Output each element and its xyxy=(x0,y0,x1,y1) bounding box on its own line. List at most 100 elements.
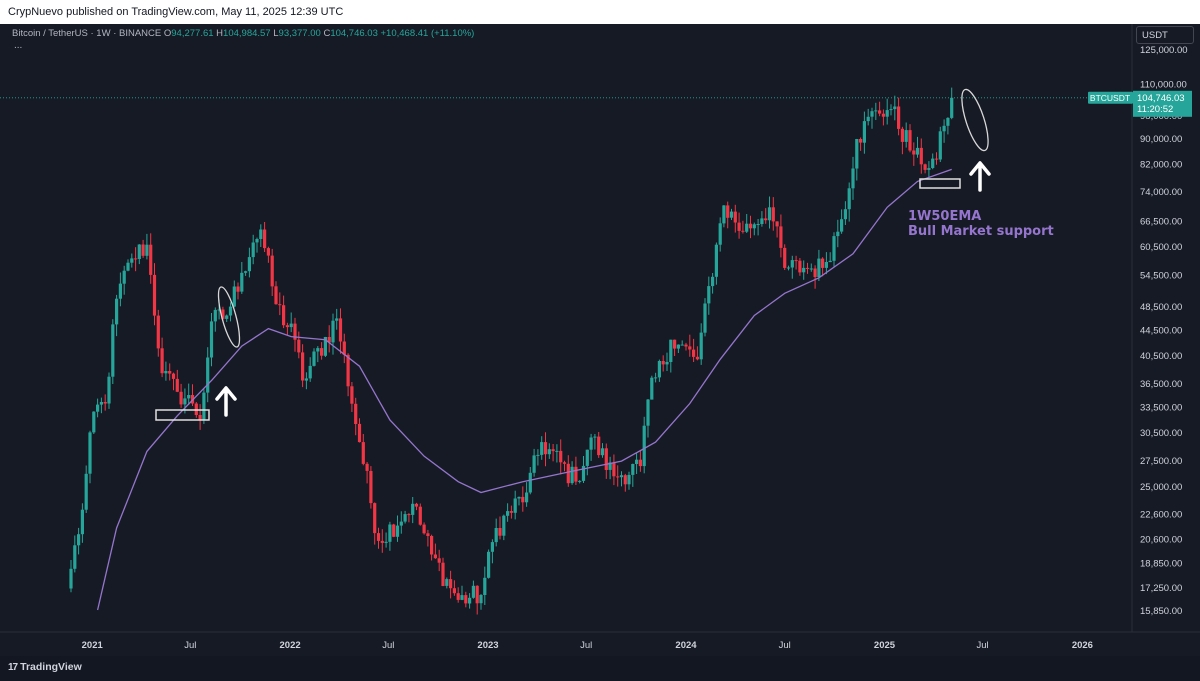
candle-body xyxy=(168,371,172,374)
candle-body xyxy=(908,130,912,151)
candle-body xyxy=(593,436,597,438)
candle-body xyxy=(312,351,316,366)
candle-body xyxy=(650,377,654,400)
candle-body xyxy=(84,473,88,510)
candle-body xyxy=(608,462,612,470)
candle-body xyxy=(134,258,138,260)
tradingview-logo[interactable]: 17 TradingView xyxy=(8,661,82,673)
chart-area[interactable]: 125,000.00110,000.0098,000.0090,000.0082… xyxy=(0,24,1200,656)
candle-body xyxy=(638,459,642,467)
time-tick-label: 2021 xyxy=(82,640,104,651)
legend-more-button[interactable]: ... xyxy=(14,40,23,51)
candle-body xyxy=(912,150,916,155)
candle-body xyxy=(73,545,77,569)
ema-1w50-line xyxy=(96,168,952,611)
candle-body xyxy=(437,558,441,563)
candle-body xyxy=(779,226,783,248)
support-box-2025 xyxy=(919,178,961,189)
symbol-title[interactable]: Bitcoin / TetherUS · 1W · BINANCE xyxy=(12,28,162,39)
price-tick-label: 15,850.00 xyxy=(1140,606,1182,617)
price-axis[interactable]: 125,000.00110,000.0098,000.0090,000.0082… xyxy=(1140,45,1188,617)
ema-label: 1W50EMA xyxy=(908,209,981,224)
candle-body xyxy=(657,361,661,378)
candle-body xyxy=(543,442,548,455)
time-axis[interactable]: 2021 Jul 2022 Jul 2023 Jul 2024 Jul 2025 Jul 2026 xyxy=(82,640,1093,651)
candle-body xyxy=(445,579,449,586)
candle-body xyxy=(460,595,464,600)
time-tick-label: Jul xyxy=(382,640,394,651)
candle-body xyxy=(559,450,563,463)
candle-body xyxy=(388,524,392,542)
time-tick-label: Jul xyxy=(580,640,592,651)
candle-body xyxy=(251,242,255,258)
candle-body xyxy=(202,392,206,420)
candle-body xyxy=(525,492,529,503)
candle-body xyxy=(570,466,574,484)
candle-body xyxy=(502,515,506,536)
candle-body xyxy=(612,462,616,477)
candle-body xyxy=(156,315,160,349)
candle-body xyxy=(821,258,825,268)
candle-body xyxy=(817,258,821,277)
candle-body xyxy=(866,116,870,122)
change-value: +10,468.41 (+11.10%) xyxy=(380,28,475,39)
close-value: 104,746.03 xyxy=(330,28,378,39)
candle-body xyxy=(384,541,388,543)
candle-body xyxy=(904,130,908,142)
candle-body xyxy=(946,117,950,126)
candle-body xyxy=(786,267,791,269)
candle-body xyxy=(338,318,343,342)
candle-body xyxy=(684,344,688,347)
candle-body xyxy=(654,377,658,379)
candle-body xyxy=(365,463,369,471)
candle-body xyxy=(688,346,692,350)
candle-body xyxy=(475,585,479,604)
price-chart[interactable]: 125,000.00110,000.0098,000.0090,000.0082… xyxy=(0,24,1200,656)
candle-body xyxy=(225,315,229,319)
up-arrow-icon xyxy=(215,386,237,417)
candle-body xyxy=(600,448,605,456)
candle-body xyxy=(718,223,722,245)
candle-body xyxy=(676,344,680,349)
candle-body xyxy=(240,272,244,292)
candle-body xyxy=(809,268,813,270)
candle-body xyxy=(889,109,893,111)
candle-body xyxy=(714,244,718,277)
candle-body xyxy=(745,223,749,232)
candle-body xyxy=(938,131,942,160)
candle-body xyxy=(263,229,267,249)
candle-body xyxy=(103,402,107,404)
high-key: H xyxy=(216,28,224,39)
candle-body xyxy=(528,472,532,493)
highlight-ellipse-2025 xyxy=(961,88,989,152)
candle-body xyxy=(327,337,331,343)
candle-body xyxy=(669,339,673,362)
candle-body xyxy=(342,341,346,355)
candle-body xyxy=(107,376,111,404)
candle-body xyxy=(471,585,475,598)
candle-body xyxy=(350,386,354,404)
time-tick-label: Jul xyxy=(779,640,791,651)
candle-body xyxy=(790,260,794,268)
currency-selector[interactable]: USDT xyxy=(1136,26,1194,44)
candle-body xyxy=(661,361,665,365)
price-tick-label: 125,000.00 xyxy=(1140,45,1188,56)
candle-body xyxy=(836,231,840,237)
candle-body xyxy=(805,267,810,269)
candle-body xyxy=(323,337,327,356)
footer-bar xyxy=(0,656,1200,681)
candle-body xyxy=(722,205,726,224)
candle-body xyxy=(422,524,426,534)
candle-body xyxy=(282,305,286,326)
candle-body xyxy=(540,442,544,455)
candle-body xyxy=(297,339,301,353)
candle-body xyxy=(255,239,259,243)
candle-body xyxy=(623,475,627,485)
candle-body xyxy=(99,402,103,405)
candle-body xyxy=(764,218,768,221)
candle-body xyxy=(490,542,494,552)
candle-body xyxy=(115,298,119,325)
candle-body xyxy=(160,348,164,374)
last-price-value: 104,746.03 xyxy=(1137,93,1185,104)
up-arrow-icon xyxy=(969,161,991,192)
